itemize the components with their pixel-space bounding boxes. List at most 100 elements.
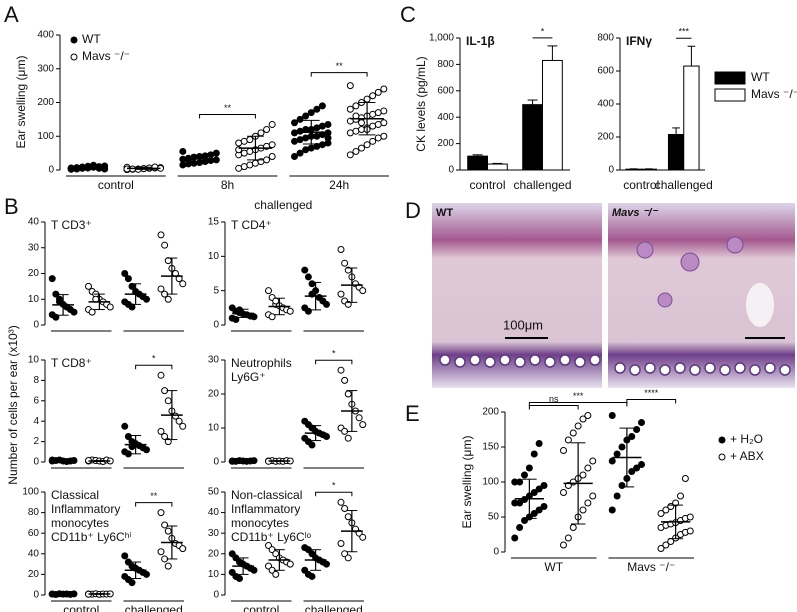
bar — [522, 104, 544, 171]
y-tick-label: 5 — [213, 285, 219, 296]
data-point — [268, 153, 276, 160]
data-point — [250, 566, 258, 574]
data-point — [48, 456, 56, 464]
y-tick-label: 200 — [37, 97, 54, 108]
data-point — [179, 161, 187, 169]
data-point — [579, 506, 587, 514]
data-point — [56, 298, 63, 306]
data-point — [121, 270, 129, 277]
data-point — [240, 163, 248, 171]
chart-title: T CD8⁺ — [51, 356, 92, 370]
scale-label: 100μm — [503, 317, 543, 332]
data-point — [236, 575, 243, 583]
data-point — [657, 510, 665, 517]
data-point — [164, 295, 172, 303]
data-point — [374, 109, 382, 117]
data-point — [265, 287, 272, 295]
data-point — [184, 156, 192, 164]
y-tick-label: 600 — [597, 66, 614, 77]
y-tick-label: 20 — [28, 268, 40, 279]
data-point — [359, 421, 367, 429]
x-tick-label: challenged — [513, 178, 571, 192]
chart-title: T CD3⁺ — [51, 218, 92, 232]
y-tick-label: 150 — [482, 442, 499, 453]
data-point — [584, 464, 592, 472]
data-point — [516, 524, 524, 531]
data-point — [560, 489, 567, 496]
data-point — [344, 434, 352, 442]
data-point — [530, 510, 538, 517]
data-point — [584, 412, 592, 419]
significance-bracket — [135, 364, 173, 370]
significance-label: ** — [150, 491, 158, 501]
panel-label: A — [4, 2, 19, 27]
chart-title: IL-1β — [466, 34, 495, 48]
data-point — [308, 280, 316, 288]
chart-title: IFNγ — [626, 34, 652, 48]
data-point — [157, 231, 165, 239]
data-point — [308, 572, 316, 580]
significance-label: ** — [224, 103, 232, 113]
significance-bracket — [315, 359, 353, 365]
y-tick-label: 800 — [437, 59, 454, 70]
data-point — [240, 149, 248, 157]
data-point — [179, 280, 187, 288]
bar — [467, 155, 489, 171]
data-point — [179, 545, 187, 553]
legend-label: Mavs ⁻/⁻ — [751, 87, 797, 101]
data-point — [359, 533, 367, 541]
data-point — [589, 457, 597, 465]
data-point — [608, 412, 616, 419]
chart-title: Classical — [51, 488, 99, 502]
legend-marker — [718, 453, 726, 461]
data-point — [608, 506, 616, 514]
data-point — [608, 457, 616, 465]
chart-title: monocytes — [51, 516, 109, 530]
cartilage — [439, 354, 791, 376]
legend-marker — [718, 436, 726, 444]
legend-swatch — [714, 71, 746, 85]
data-point — [313, 124, 321, 132]
data-point — [52, 313, 60, 321]
x-tick-label: 24h — [329, 178, 349, 192]
y-tick-label: 10 — [28, 355, 40, 366]
data-point — [686, 527, 694, 535]
data-point — [235, 164, 243, 172]
data-point — [535, 440, 543, 447]
x-tick-label: challenged — [305, 603, 363, 612]
y-tick-label: 400 — [437, 112, 454, 123]
data-point — [157, 285, 165, 293]
data-point — [352, 102, 360, 110]
data-point — [574, 422, 582, 430]
data-point — [179, 422, 187, 430]
y-tick-label: 10 — [208, 251, 220, 262]
data-point — [88, 308, 96, 316]
y-tick-label: 800 — [597, 33, 614, 44]
y-tick-label: 0 — [608, 165, 614, 176]
data-point — [52, 290, 60, 298]
data-point — [628, 433, 636, 440]
data-point — [286, 307, 294, 315]
data-point — [175, 417, 183, 425]
legend-label: WT — [82, 32, 101, 46]
data-point — [318, 122, 326, 130]
y-tick-label: 0 — [213, 320, 219, 331]
data-point — [359, 287, 367, 295]
data-point — [124, 433, 132, 440]
panel-label: C — [400, 2, 416, 27]
data-point — [540, 503, 548, 510]
significance-label: ns — [549, 394, 559, 404]
y-tick-label: 0 — [213, 590, 219, 601]
data-point — [128, 579, 136, 587]
y-tick-label: 10 — [208, 423, 220, 434]
data-point — [272, 297, 280, 305]
data-point — [560, 541, 567, 549]
data-point — [324, 134, 332, 142]
data-point — [250, 313, 258, 321]
data-point — [613, 450, 621, 458]
y-tick-label: 0 — [48, 165, 54, 176]
data-point — [516, 478, 524, 486]
data-point — [48, 275, 56, 283]
y-tick-label: 30 — [28, 242, 40, 253]
data-point — [268, 313, 276, 321]
